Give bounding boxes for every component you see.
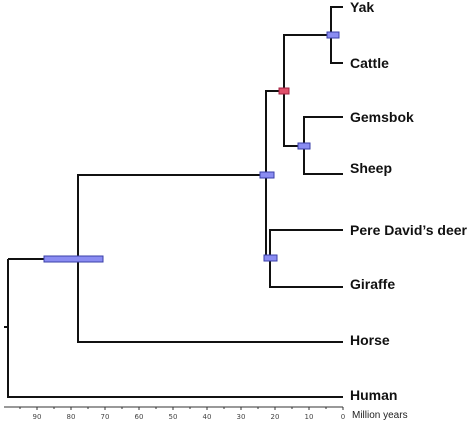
taxon-label-sheep: Sheep bbox=[350, 160, 392, 176]
axis-tick-label: 90 bbox=[33, 413, 42, 421]
taxon-label-giraffe: Giraffe bbox=[350, 276, 395, 292]
taxon-label-pere-davids-deer: Pere David’s deer bbox=[350, 222, 468, 238]
branch-caprini bbox=[283, 91, 304, 147]
axis-tick-label: 80 bbox=[67, 413, 76, 421]
time-axis-label: Million years bbox=[352, 410, 408, 421]
axis-tick-label: 50 bbox=[169, 413, 178, 421]
axis-tick-label: 0 bbox=[341, 413, 345, 421]
taxon-label-gemsbok: Gemsbok bbox=[350, 109, 414, 125]
axis-tick-label: 10 bbox=[305, 413, 314, 421]
taxon-label-human: Human bbox=[350, 387, 397, 403]
hpd-bar-pecora bbox=[259, 171, 275, 179]
taxon-label-horse: Horse bbox=[350, 332, 390, 348]
branch-human bbox=[7, 259, 343, 398]
branch-bovini bbox=[283, 34, 331, 91]
tree-branches bbox=[4, 6, 343, 398]
hpd-bar-laurasiatheria bbox=[43, 255, 104, 263]
taxon-labels: Yak Cattle Gemsbok Sheep Pere David’s de… bbox=[350, 0, 468, 403]
branch-yak bbox=[330, 6, 343, 35]
branch-giraffe bbox=[269, 258, 343, 288]
axis-tick-label: 70 bbox=[101, 413, 110, 421]
hpd-bar-yak-cattle bbox=[326, 31, 340, 39]
branch-sheep bbox=[303, 146, 343, 175]
hpd-bar-gemsbok-sheep bbox=[297, 142, 311, 150]
branch-horse bbox=[77, 259, 343, 343]
axis-tick-label: 30 bbox=[237, 413, 246, 421]
branch-cattle bbox=[330, 35, 343, 64]
branch-pere-david bbox=[269, 229, 343, 258]
taxon-label-yak: Yak bbox=[350, 0, 374, 15]
hpd-bar-bovidae bbox=[278, 87, 290, 95]
hpd-bars bbox=[43, 31, 340, 263]
axis-tick-label: 20 bbox=[271, 413, 280, 421]
branch-bovidae bbox=[265, 90, 284, 175]
time-axis: Million years 90 80 70 60 50 40 30 20 10 0 bbox=[4, 406, 408, 421]
axis-tick-label: 60 bbox=[135, 413, 144, 421]
branch-gemsbok bbox=[303, 116, 343, 146]
axis-tick-label: 40 bbox=[203, 413, 212, 421]
taxon-label-cattle: Cattle bbox=[350, 55, 389, 71]
branch-ruminantia bbox=[77, 174, 266, 259]
hpd-bar-deer-giraffe bbox=[263, 254, 278, 262]
